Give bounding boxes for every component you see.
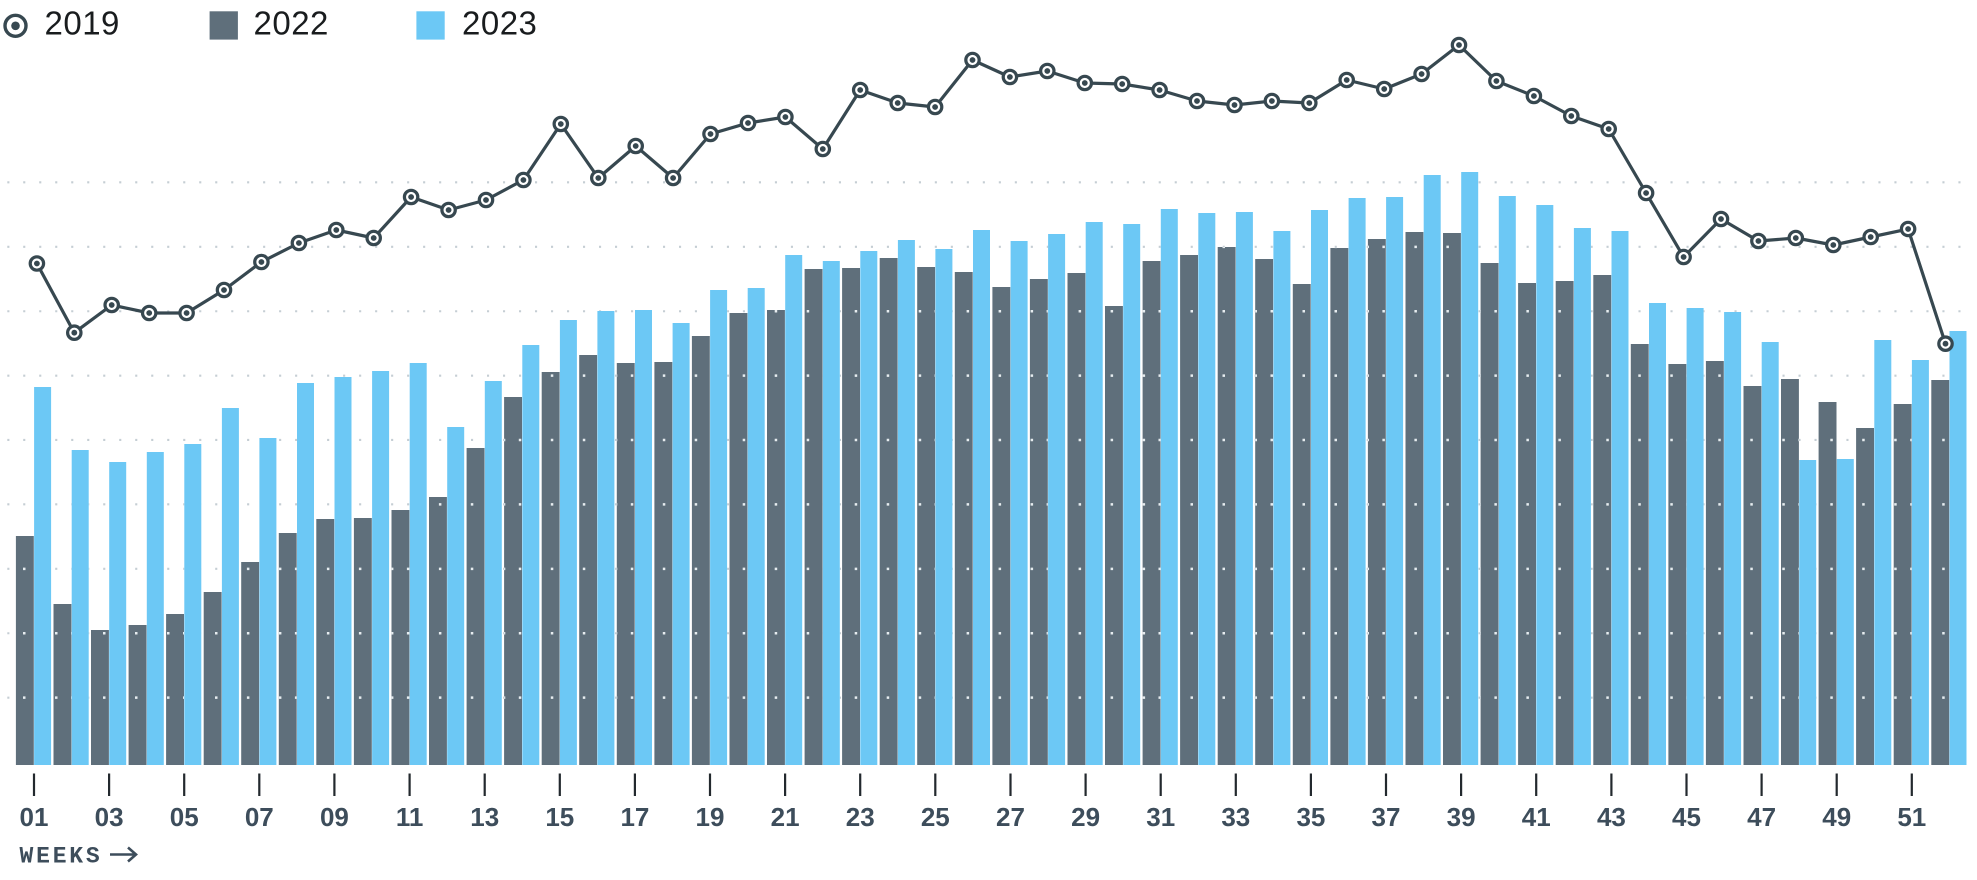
svg-text:19: 19 (696, 802, 725, 832)
svg-text:05: 05 (170, 802, 199, 832)
svg-text:21: 21 (771, 802, 800, 832)
svg-text:35: 35 (1296, 802, 1325, 832)
svg-text:41: 41 (1522, 802, 1551, 832)
svg-text:25: 25 (921, 802, 950, 832)
svg-text:17: 17 (620, 802, 649, 832)
svg-text:03: 03 (95, 802, 124, 832)
svg-text:37: 37 (1372, 802, 1401, 832)
svg-text:33: 33 (1221, 802, 1250, 832)
svg-text:31: 31 (1146, 802, 1175, 832)
svg-text:07: 07 (245, 802, 274, 832)
svg-text:43: 43 (1597, 802, 1626, 832)
svg-text:49: 49 (1822, 802, 1851, 832)
svg-text:01: 01 (20, 802, 49, 832)
svg-text:15: 15 (545, 802, 574, 832)
svg-text:27: 27 (996, 802, 1025, 832)
svg-text:11: 11 (396, 802, 424, 832)
svg-text:2023: 2023 (462, 5, 537, 42)
svg-text:29: 29 (1071, 802, 1100, 832)
svg-text:2019: 2019 (45, 5, 120, 42)
svg-text:47: 47 (1747, 802, 1776, 832)
svg-text:09: 09 (320, 802, 349, 832)
svg-text:39: 39 (1447, 802, 1476, 832)
svg-text:45: 45 (1672, 802, 1701, 832)
svg-text:13: 13 (470, 802, 499, 832)
svg-text:51: 51 (1897, 802, 1926, 832)
svg-text:WEEKS: WEEKS (20, 844, 103, 870)
svg-text:2022: 2022 (254, 5, 329, 42)
svg-text:23: 23 (846, 802, 875, 832)
